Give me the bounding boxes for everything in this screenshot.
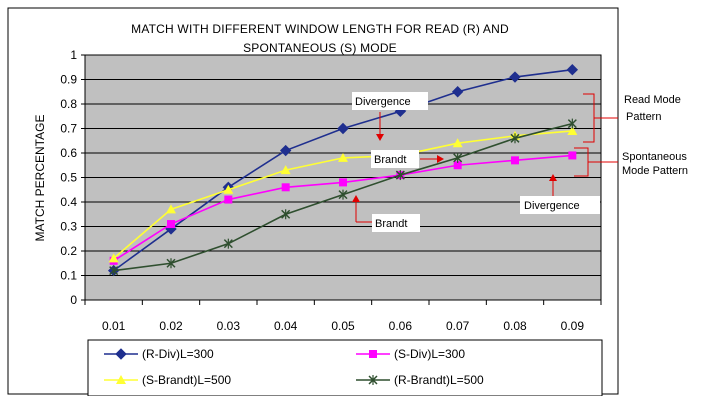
y-axis-label: MATCH PERCENTAGE [33, 115, 47, 242]
legend-item: (R-Brandt)L=500 [356, 373, 484, 387]
data-point [453, 152, 463, 163]
legend-item: (R-Div)L=300 [104, 347, 214, 361]
data-point [568, 151, 577, 160]
legend-label: (R-Brandt)L=500 [394, 373, 484, 387]
data-point [281, 209, 291, 220]
data-point [567, 125, 578, 135]
y-tick-label: 0.3 [60, 220, 77, 234]
data-point [451, 86, 464, 98]
data-point [223, 238, 233, 249]
data-point [279, 144, 292, 157]
chart-title-line-2: SPONTANEOUS (S) MODE [243, 41, 397, 55]
data-point [509, 71, 521, 83]
data-point [108, 253, 119, 263]
read-mode-label-2: Pattern [626, 111, 661, 123]
annotation-box [371, 150, 419, 168]
y-tick-label: 0.7 [60, 122, 77, 136]
legend-item: (S-Brandt)L=500 [104, 373, 231, 387]
data-point [166, 258, 176, 269]
data-point [339, 178, 347, 187]
data-point [166, 204, 176, 214]
data-point [453, 161, 462, 170]
annotation-box [520, 196, 600, 214]
legend: (R-Div)L=300 (S-Div)L=300 (S-Brandt)L=500 (… [87, 339, 603, 396]
read-mode-label-1: Read Mode [624, 94, 681, 106]
data-point [223, 184, 234, 194]
legend-marker [368, 375, 378, 385]
data-point [109, 265, 119, 276]
y-tick-label: 0.4 [60, 195, 77, 209]
y-tick-label: 0.1 [60, 269, 77, 283]
series-3 [109, 118, 577, 276]
legend-box [87, 339, 603, 396]
annotation-box [372, 214, 420, 232]
annotation-brandt-spont-label: Brandt [374, 154, 406, 166]
arrow-head [376, 134, 384, 141]
data-point [395, 170, 405, 181]
x-tick-label: 0.05 [331, 319, 355, 333]
x-tick-label: 0.04 [274, 319, 298, 333]
data-point [452, 138, 463, 148]
annotation-box [352, 92, 428, 110]
data-point [566, 63, 579, 76]
arrow-head [352, 195, 360, 202]
y-tick-label: 0.9 [60, 73, 77, 87]
data-point [337, 122, 349, 135]
data-point [281, 183, 290, 192]
annotation-brandt-read-label: Brandt [375, 218, 407, 230]
legend-marker [115, 348, 127, 360]
data-point [280, 165, 291, 175]
x-tick-label: 0.01 [102, 319, 126, 333]
data-point [224, 195, 233, 204]
data-point [338, 189, 348, 200]
x-tick-label: 0.03 [217, 319, 241, 333]
spontaneous-mode-bracket [574, 147, 618, 177]
data-point [167, 220, 175, 229]
legend-marker [369, 350, 377, 358]
data-point [567, 118, 577, 129]
y-tick-label: 0.2 [60, 244, 77, 258]
legend-label: (R-Div)L=300 [142, 347, 214, 361]
annotation-divergence-spont-label: Divergence [524, 200, 580, 212]
spontaneous-mode-label-1: Spontaneous [622, 151, 687, 163]
axes: 0 0.1 0.2 0.3 0.4 0.5 0.6 0.7 0.8 0.9 1 0.01 0.02 0.0… [60, 48, 602, 333]
series-group [107, 63, 579, 277]
y-tick-label: 0.8 [60, 97, 77, 111]
read-mode-bracket [583, 93, 618, 143]
arrow-head [437, 155, 444, 163]
annotation-divergence-spont: Divergence [520, 174, 600, 214]
data-point [338, 152, 348, 162]
annotation-divergence-read: Divergence [352, 92, 428, 141]
annotation-brandt-read: Brandt [352, 195, 420, 232]
y-tick-label: 0.5 [60, 171, 77, 185]
x-tick-label: 0.08 [503, 319, 527, 333]
x-tick-label: 0.06 [389, 319, 413, 333]
legend-label: (S-Brandt)L=500 [142, 373, 231, 387]
x-tick-label: 0.09 [561, 319, 585, 333]
data-point [510, 133, 520, 144]
annotation-brandt-spont: Brandt [371, 150, 444, 168]
legend-marker [116, 375, 126, 384]
annotation-divergence-read-label: Divergence [355, 96, 411, 108]
y-tick-label: 0 [70, 293, 77, 307]
x-tick-label: 0.07 [446, 319, 470, 333]
data-point [511, 156, 519, 165]
spontaneous-mode-label-2: Mode Pattern [622, 165, 688, 177]
y-tick-label: 1 [70, 48, 77, 62]
legend-label: (S-Div)L=300 [394, 347, 465, 361]
y-tick-label: 0.6 [60, 146, 77, 160]
x-tick-label: 0.02 [159, 319, 183, 333]
chart-title-line-1: MATCH WITH DIFFERENT WINDOW LENGTH FOR R… [131, 22, 509, 36]
arrow-head [549, 174, 557, 181]
legend-item: (S-Div)L=300 [356, 347, 465, 361]
